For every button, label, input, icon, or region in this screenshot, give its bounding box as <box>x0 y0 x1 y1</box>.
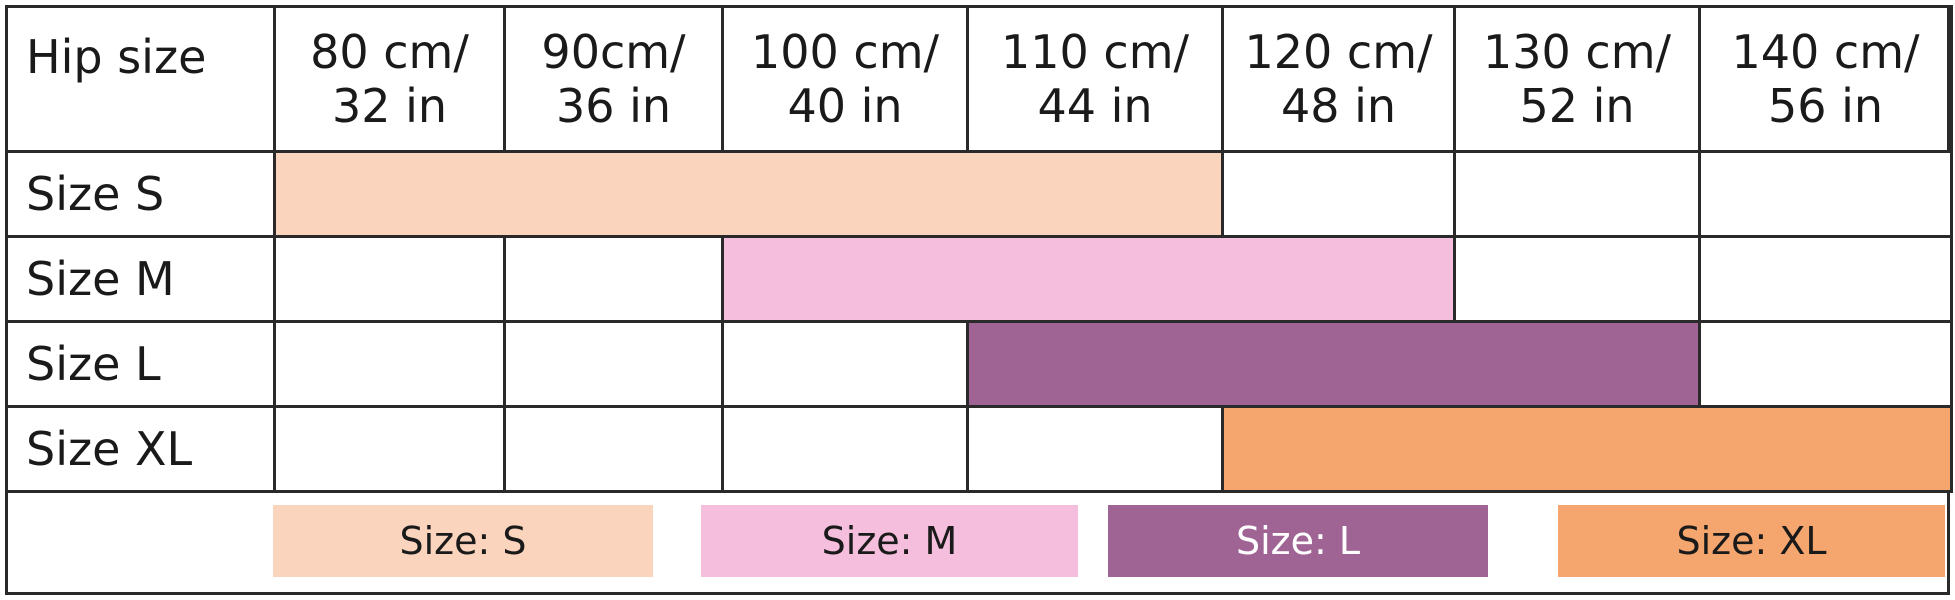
hip-size-header: Hip size <box>5 5 276 153</box>
column-header-cm: 110 cm/ <box>1000 25 1190 79</box>
column-header-in: 48 in <box>1280 79 1397 133</box>
size-range-cell-filled <box>1221 405 1456 493</box>
column-header-cm: 90cm/ <box>541 25 686 79</box>
size-range-cell-filled <box>966 150 1224 238</box>
size-row-m: Size M <box>5 235 1953 323</box>
column-header-cm: 120 cm/ <box>1244 25 1433 79</box>
size-range-cell-empty <box>1698 235 1953 323</box>
size-range-cell-empty <box>273 235 506 323</box>
size-range-cell-empty <box>1453 150 1701 238</box>
column-header: 90cm/36 in <box>503 5 724 153</box>
column-header-in: 40 in <box>787 79 903 133</box>
column-header-in: 52 in <box>1519 79 1635 133</box>
legend-item-xl: Size: XL <box>1558 505 1945 577</box>
column-header-cm: 130 cm/ <box>1482 25 1672 79</box>
size-range-cell-filled <box>966 235 1224 323</box>
size-range-cell-empty <box>1698 150 1953 238</box>
size-range-cell-empty <box>1221 150 1456 238</box>
size-range-cell-filled <box>1221 235 1456 323</box>
size-range-cell-empty <box>503 320 724 408</box>
size-row-l: Size L <box>5 320 1953 408</box>
size-range-cell-empty <box>503 235 724 323</box>
size-row-xl: Size XL <box>5 405 1953 493</box>
size-row-s: Size S <box>5 150 1953 238</box>
size-range-cell-empty <box>721 320 969 408</box>
size-range-cell-empty <box>721 405 969 493</box>
column-header: 100 cm/40 in <box>721 5 969 153</box>
size-label: Size L <box>5 320 276 408</box>
header-row: Hip size 80 cm/32 in 90cm/36 in 100 cm/40 i… <box>5 5 1953 153</box>
size-range-cell-filled <box>721 235 969 323</box>
size-range-cell-filled <box>966 320 1224 408</box>
column-header-in: 36 in <box>555 79 672 133</box>
column-header-cm: 80 cm/ <box>310 25 469 79</box>
size-range-cell-filled <box>273 150 506 238</box>
size-range-cell-filled <box>1698 405 1953 493</box>
column-header-in: 32 in <box>331 79 448 133</box>
size-range-cell-filled <box>1221 320 1456 408</box>
size-label: Size XL <box>5 405 276 493</box>
legend-label: Size: XL <box>1676 519 1827 563</box>
size-label: Size M <box>5 235 276 323</box>
legend-label: Size: L <box>1235 519 1361 563</box>
column-header: 140 cm/56 in <box>1698 5 1953 153</box>
column-header: 110 cm/44 in <box>966 5 1224 153</box>
size-range-cell-empty <box>503 405 724 493</box>
column-header: 120 cm/48 in <box>1221 5 1456 153</box>
size-range-cell-empty <box>1453 235 1701 323</box>
legend-label: Size: S <box>399 519 527 563</box>
legend-label: Size: M <box>821 519 958 563</box>
size-range-cell-empty <box>273 320 506 408</box>
size-chart-table: Hip size 80 cm/32 in 90cm/36 in 100 cm/40 i… <box>5 5 1953 493</box>
size-range-cell-filled <box>1453 405 1701 493</box>
column-header-cm: 100 cm/ <box>750 25 940 79</box>
size-range-cell-empty <box>966 405 1224 493</box>
size-range-cell-filled <box>503 150 724 238</box>
column-header-cm: 140 cm/ <box>1731 25 1920 79</box>
column-header: 80 cm/32 in <box>273 5 506 153</box>
column-header-in: 56 in <box>1767 79 1884 133</box>
size-range-cell-empty <box>1698 320 1953 408</box>
size-range-cell-filled <box>1453 320 1701 408</box>
size-range-cell-empty <box>273 405 506 493</box>
legend-item-s: Size: S <box>273 505 653 577</box>
column-header: 130 cm/52 in <box>1453 5 1701 153</box>
legend-item-l: Size: L <box>1108 505 1488 577</box>
column-header-in: 44 in <box>1037 79 1153 133</box>
size-label: Size S <box>5 150 276 238</box>
legend-item-m: Size: M <box>701 505 1078 577</box>
size-range-cell-filled <box>721 150 969 238</box>
